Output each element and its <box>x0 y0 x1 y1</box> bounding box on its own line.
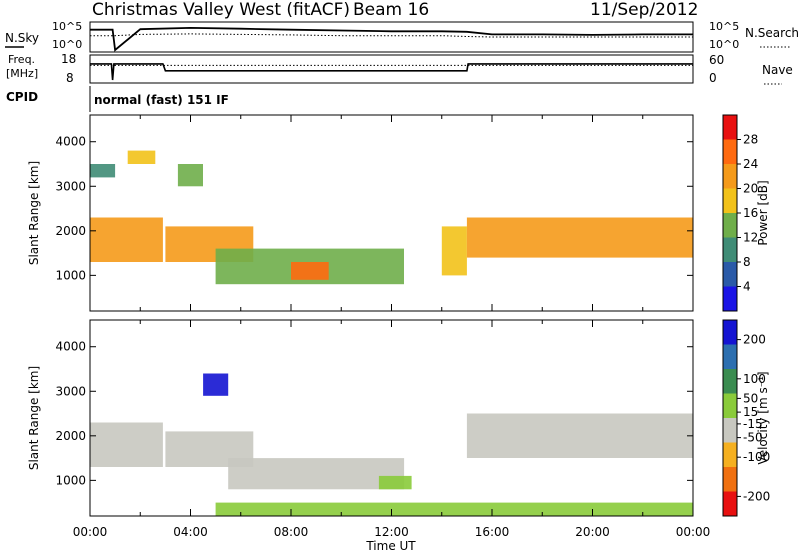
colorbar-frame <box>722 319 738 517</box>
colorbar-segment <box>723 369 737 394</box>
power-heatmap <box>90 150 693 285</box>
nave-tick-bottom: 0 <box>709 71 717 85</box>
y-tick-label: 2000 <box>55 224 86 238</box>
noise-tick-top-right: 10^5 <box>709 20 739 33</box>
power-colorbar-label: Power [dB] <box>756 180 770 245</box>
power-axes: 1000 2000 3000 4000 <box>55 115 694 311</box>
colorbar-segment <box>723 286 737 311</box>
freq-panel-frame <box>89 54 694 84</box>
freq-line <box>90 63 693 81</box>
heatmap-region <box>441 226 467 276</box>
colorbar-segment <box>723 262 737 287</box>
heatmap-region <box>215 502 693 516</box>
velocity-ylabel: Slant Range [km] <box>27 366 41 470</box>
time-xlabel: Time UT <box>365 539 416 553</box>
colorbar-tick-label: 200 <box>743 333 766 347</box>
freq-tick-bottom: 8 <box>66 71 74 85</box>
nave-tick-top: 60 <box>709 53 724 67</box>
colorbar-tick-label: -100 <box>743 450 770 464</box>
chart-title: Christmas Valley West (fitACF) <box>92 0 350 20</box>
colorbar-segment <box>723 393 737 418</box>
colorbar-tick-label: 50 <box>743 391 758 405</box>
y-tick-label: 1000 <box>55 473 86 487</box>
y-tick-label: 4000 <box>55 135 86 149</box>
date-label: 11/Sep/2012 <box>590 0 698 20</box>
power-colorbar: 4 8 12 16 20 24 28 <box>722 114 758 312</box>
heatmap-region <box>90 164 116 178</box>
colorbar-tick-label: 15 <box>743 405 758 419</box>
heatmap-region <box>127 150 156 164</box>
noise-panel-frame <box>89 21 694 53</box>
heatmap-region <box>228 458 405 490</box>
heatmap-region <box>466 413 693 458</box>
velocity-heatmap <box>90 373 693 516</box>
colorbar-tick-label: 12 <box>743 231 758 245</box>
colorbar-segment <box>723 164 737 189</box>
colorbar-segment <box>723 442 737 467</box>
y-tick-label: 1000 <box>55 268 86 282</box>
colorbar-segment <box>723 344 737 369</box>
colorbar-tick-label: 16 <box>743 206 758 220</box>
nsky-label: N.Sky <box>5 31 39 45</box>
colorbar-segment <box>723 115 737 140</box>
colorbar-segment <box>723 213 737 238</box>
nsearch-line <box>90 33 693 38</box>
colorbar-tick-label: 4 <box>743 280 751 294</box>
colorbar-tick-label: -15 <box>743 417 763 431</box>
colorbar-segment <box>723 188 737 213</box>
heatmap-region <box>90 422 163 467</box>
power-ylabel: Slant Range [km] <box>27 161 41 265</box>
colorbar-segment <box>723 491 737 516</box>
colorbar-segment <box>723 139 737 164</box>
heatmap-region <box>203 373 229 396</box>
noise-tick-top: 10^5 <box>52 20 82 33</box>
freq-unit-label: [MHz] <box>6 67 38 80</box>
colorbar-segment <box>723 467 737 492</box>
cpid-value: normal (fast) 151 IF <box>94 93 229 107</box>
heatmap-region <box>466 217 693 258</box>
heatmap-region <box>291 262 329 280</box>
beam-label: Beam 16 <box>353 0 429 20</box>
colorbar-segment <box>723 237 737 262</box>
x-tick-label: 00:00 <box>676 525 711 539</box>
freq-label: Freq. <box>8 53 35 66</box>
colorbar-segment <box>723 418 737 443</box>
nsearch-label: N.Search <box>745 26 799 40</box>
y-tick-label: 4000 <box>55 340 86 354</box>
colorbar-tick-label: 24 <box>743 157 758 171</box>
y-tick-label: 2000 <box>55 429 86 443</box>
x-tick-label: 08:00 <box>274 525 309 539</box>
colorbar-tick-label: 20 <box>743 182 758 196</box>
freq-tick-top: 18 <box>61 52 76 66</box>
nave-label: Nave <box>762 63 793 77</box>
velocity-colorbar-label: Velocity [m s⁻¹] <box>756 371 770 464</box>
x-tick-label: 20:00 <box>575 525 610 539</box>
noise-tick-bottom: 10^0 <box>52 38 82 51</box>
colorbar-tick-label: -200 <box>743 489 770 503</box>
nsky-line <box>90 26 693 52</box>
colorbar-tick-label: -50 <box>743 431 763 445</box>
heatmap-region <box>378 475 412 490</box>
y-tick-label: 3000 <box>55 179 86 193</box>
x-tick-label: 04:00 <box>173 525 208 539</box>
cpid-label: CPID <box>6 90 38 104</box>
noise-tick-bottom-right: 10^0 <box>709 38 739 51</box>
x-tick-label: 00:00 <box>73 525 108 539</box>
heatmap-region <box>90 217 163 262</box>
heatmap-region <box>177 164 203 187</box>
colorbar-segment <box>723 320 737 345</box>
colorbar-tick-label: 100 <box>743 372 766 386</box>
y-tick-label: 3000 <box>55 384 86 398</box>
colorbar-tick-label: 28 <box>743 133 758 147</box>
x-tick-label: 16:00 <box>475 525 510 539</box>
noise-lines <box>90 26 693 52</box>
freq-lines <box>90 63 693 81</box>
velocity-axes: 1000 2000 3000 4000 00:00 04:00 08:00 12:00 16:0… <box>55 320 710 539</box>
x-tick-label: 12:00 <box>374 525 409 539</box>
colorbar-tick-label: 8 <box>743 255 751 269</box>
